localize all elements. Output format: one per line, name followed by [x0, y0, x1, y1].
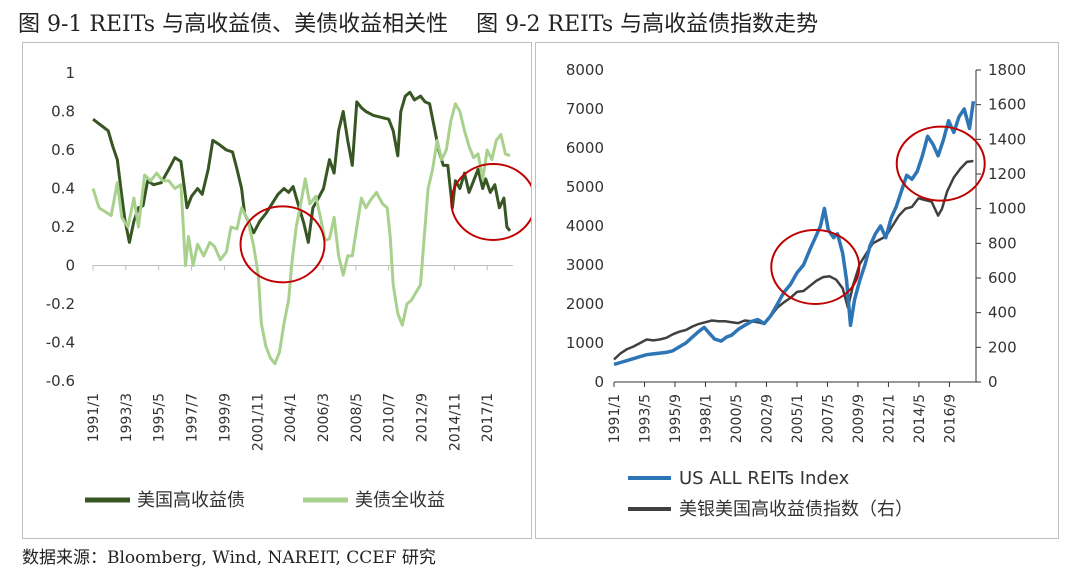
y-tick-label-left: 7000: [566, 100, 604, 118]
y-tick-label: -0.4: [46, 334, 75, 352]
index-trend-chart: 8000700060005000400030002000100001800160…: [566, 61, 1026, 520]
y-tick-label-right: 1000: [988, 200, 1026, 218]
x-tick-label: 2005/1: [790, 394, 806, 443]
x-tick-label: 2014/5: [912, 394, 928, 443]
y-tick-label: 0: [65, 257, 75, 275]
x-tick-label: 1991/1: [86, 393, 102, 442]
legend-label: 美银美国高收益债指数（右）: [679, 499, 913, 520]
y-tick-label-right: 1600: [988, 96, 1026, 114]
y-tick-label-left: 5000: [566, 178, 604, 196]
correlation-chart: 1 0.8 0.6 0.4 0.2 0 -0.2 -0.4 -0.6 1991/1 1993/3 19…: [46, 64, 531, 511]
x-tick-label: 2012/1: [881, 394, 897, 443]
y-tick-label-right: 600: [988, 269, 1017, 287]
highlight-circle: [895, 125, 986, 202]
series-line-treasury: [91, 102, 511, 366]
x-tick-label: 1995/5: [152, 393, 168, 442]
legend-label: 美国高收益债: [137, 490, 245, 511]
y-tick-label-right: 200: [988, 338, 1017, 356]
y-tick-label-right: 800: [988, 234, 1017, 252]
x-tick-label: 2014/11: [447, 393, 463, 451]
legend-label: 美债全收益: [355, 490, 445, 511]
y-tick-label-left: 2000: [566, 295, 604, 313]
x-tick-label: 2009/9: [851, 394, 867, 443]
x-tick-label: 1995/9: [668, 394, 684, 443]
chart-panel-left: 1 0.8 0.6 0.4 0.2 0 -0.2 -0.4 -0.6 1991/1 1993/3 19…: [22, 42, 532, 539]
y-tick-label: -0.2: [46, 295, 75, 313]
y-tick-label: -0.6: [46, 372, 75, 390]
source-note: 数据来源：Bloomberg, Wind, NAREIT, CCEF 研究: [22, 548, 436, 568]
x-tick-label: 2016/9: [942, 394, 958, 443]
y-tick-label-right: 1400: [988, 130, 1026, 148]
y-tick-label-right: 1200: [988, 165, 1026, 183]
x-tick-label: 2001/11: [250, 393, 266, 451]
x-tick-label: 2000/5: [729, 394, 745, 443]
series-line-reits: [613, 100, 976, 367]
highlight-circle: [770, 228, 861, 305]
legend-label: US ALL REITs Index: [679, 468, 850, 489]
x-tick-label: 2004/1: [283, 393, 299, 442]
x-tick-label: 1998/1: [698, 394, 714, 443]
highlight-circle: [450, 162, 531, 241]
x-tick-label: 2017/1: [480, 393, 496, 442]
y-tick-label-left: 4000: [566, 217, 604, 235]
x-tick-label: 2012/9: [415, 393, 431, 442]
title-bar: 图 9-1 REITs 与高收益债、美债收益相关性 图 9-2 REITs 与高…: [18, 6, 1068, 40]
y-tick-label-left: 0: [594, 373, 604, 391]
x-tick-label: 1993/3: [119, 393, 135, 442]
x-tick-label: 2010/7: [382, 393, 398, 442]
x-tick-label: 1991/1: [607, 394, 623, 443]
chart-panel-right: 8000 7000 6000 5000 4000 3000 2000 1000 0 1800 160…: [535, 42, 1059, 539]
x-tick-label: 2006/3: [316, 393, 332, 442]
left-chart-title: 图 9-1 REITs 与高收益债、美债收益相关性: [18, 12, 449, 37]
x-tick-label: 2007/5: [820, 394, 836, 443]
y-tick-label: 0.2: [51, 218, 75, 236]
y-tick-label-left: 6000: [566, 139, 604, 157]
y-tick-label-left: 8000: [566, 61, 604, 79]
y-tick-label: 0.8: [51, 103, 75, 121]
y-tick-label-left: 1000: [566, 334, 604, 352]
x-tick-label: 1999/9: [217, 393, 233, 442]
y-tick-label: 0.4: [51, 180, 75, 198]
x-tick-label: 1993/5: [637, 394, 653, 443]
y-tick-label-left: 3000: [566, 256, 604, 274]
x-tick-label: 2002/9: [759, 394, 775, 443]
y-tick-label-right: 400: [988, 304, 1017, 322]
y-tick-label-right: 0: [988, 373, 998, 391]
y-tick-label-right: 1800: [988, 61, 1026, 79]
x-tick-label: 2008/5: [349, 393, 365, 442]
y-tick-label: 0.6: [51, 141, 75, 159]
highlight-circle: [239, 205, 326, 284]
series-line-high-yield: [92, 90, 512, 244]
series-line-high-yield-index: [613, 159, 974, 361]
y-tick-label: 1: [65, 64, 75, 82]
right-chart-title: 图 9-2 REITs 与高收益债指数走势: [476, 12, 819, 37]
x-tick-label: 1997/7: [185, 393, 201, 442]
